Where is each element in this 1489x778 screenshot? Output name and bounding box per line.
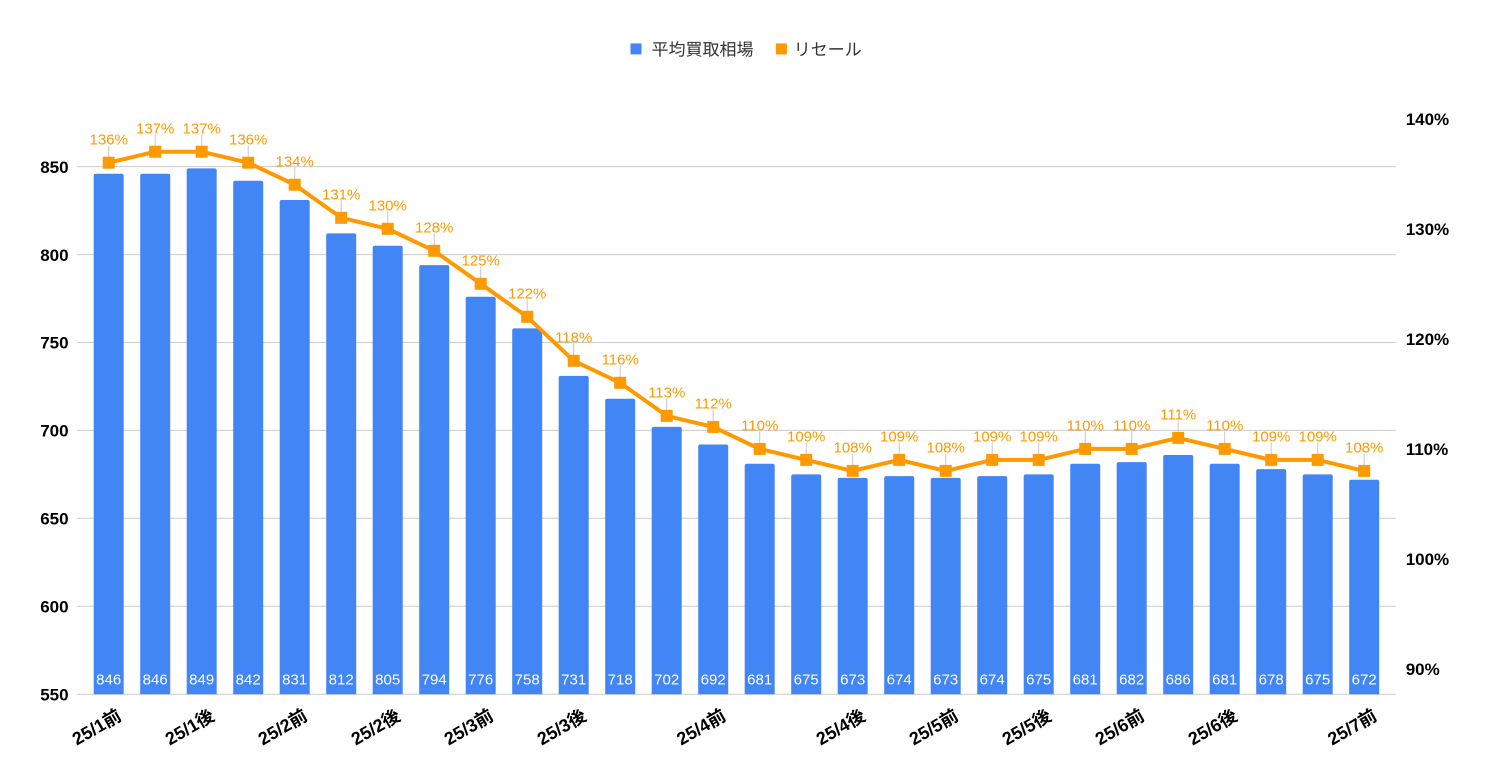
svg-text:110%: 110% [1406, 440, 1449, 459]
svg-text:108%: 108% [1345, 440, 1383, 457]
svg-text:758: 758 [515, 671, 540, 688]
svg-text:731: 731 [561, 671, 586, 688]
svg-text:700: 700 [40, 422, 68, 441]
svg-text:800: 800 [40, 246, 68, 265]
svg-text:812: 812 [329, 671, 354, 688]
svg-text:122%: 122% [508, 286, 546, 303]
svg-text:702: 702 [654, 671, 679, 688]
svg-text:136%: 136% [90, 132, 128, 149]
svg-text:136%: 136% [229, 132, 267, 149]
svg-text:125%: 125% [462, 253, 500, 270]
svg-text:130%: 130% [369, 198, 407, 215]
svg-text:686: 686 [1166, 671, 1191, 688]
svg-text:849: 849 [189, 671, 214, 688]
svg-text:137%: 137% [183, 121, 221, 138]
svg-text:718: 718 [608, 671, 633, 688]
svg-text:842: 842 [236, 671, 261, 688]
svg-text:692: 692 [701, 671, 726, 688]
svg-text:550: 550 [40, 685, 68, 704]
svg-text:109%: 109% [1252, 429, 1290, 446]
svg-text:675: 675 [794, 671, 819, 688]
svg-text:110%: 110% [1206, 418, 1243, 435]
svg-text:682: 682 [1119, 671, 1144, 688]
svg-text:776: 776 [468, 671, 493, 688]
svg-text:111%: 111% [1160, 407, 1196, 424]
svg-text:118%: 118% [555, 330, 592, 347]
svg-text:675: 675 [1026, 671, 1051, 688]
svg-text:140%: 140% [1406, 110, 1449, 129]
svg-text:675: 675 [1305, 671, 1330, 688]
svg-text:673: 673 [933, 671, 958, 688]
svg-text:850: 850 [40, 158, 68, 177]
svg-text:137%: 137% [136, 121, 174, 138]
svg-text:100%: 100% [1406, 550, 1449, 569]
svg-text:134%: 134% [276, 154, 314, 171]
svg-text:831: 831 [282, 671, 307, 688]
svg-text:116%: 116% [602, 352, 639, 369]
svg-text:130%: 130% [1406, 220, 1449, 239]
svg-text:681: 681 [747, 671, 772, 688]
svg-text:846: 846 [96, 671, 121, 688]
svg-text:674: 674 [887, 671, 912, 688]
svg-text:805: 805 [375, 671, 400, 688]
svg-text:673: 673 [840, 671, 865, 688]
svg-text:678: 678 [1259, 671, 1284, 688]
svg-text:128%: 128% [415, 220, 453, 237]
svg-text:672: 672 [1352, 671, 1377, 688]
svg-text:109%: 109% [787, 429, 825, 446]
svg-text:110%: 110% [1113, 418, 1150, 435]
svg-text:794: 794 [422, 671, 447, 688]
svg-text:90%: 90% [1406, 660, 1440, 679]
svg-text:681: 681 [1212, 671, 1237, 688]
svg-text:600: 600 [40, 598, 68, 617]
svg-text:674: 674 [980, 671, 1005, 688]
svg-text:108%: 108% [834, 440, 872, 457]
svg-text:108%: 108% [927, 440, 965, 457]
svg-text:120%: 120% [1406, 330, 1449, 349]
svg-text:131%: 131% [322, 187, 360, 204]
svg-text:110%: 110% [741, 418, 778, 435]
svg-text:109%: 109% [1299, 429, 1337, 446]
svg-text:750: 750 [40, 334, 68, 353]
svg-text:681: 681 [1073, 671, 1098, 688]
svg-text:113%: 113% [648, 385, 685, 402]
svg-text:109%: 109% [1020, 429, 1058, 446]
svg-text:846: 846 [143, 671, 168, 688]
svg-text:109%: 109% [973, 429, 1011, 446]
svg-text:109%: 109% [880, 429, 918, 446]
svg-text:650: 650 [40, 510, 68, 529]
svg-text:110%: 110% [1067, 418, 1104, 435]
svg-text:112%: 112% [695, 396, 732, 413]
